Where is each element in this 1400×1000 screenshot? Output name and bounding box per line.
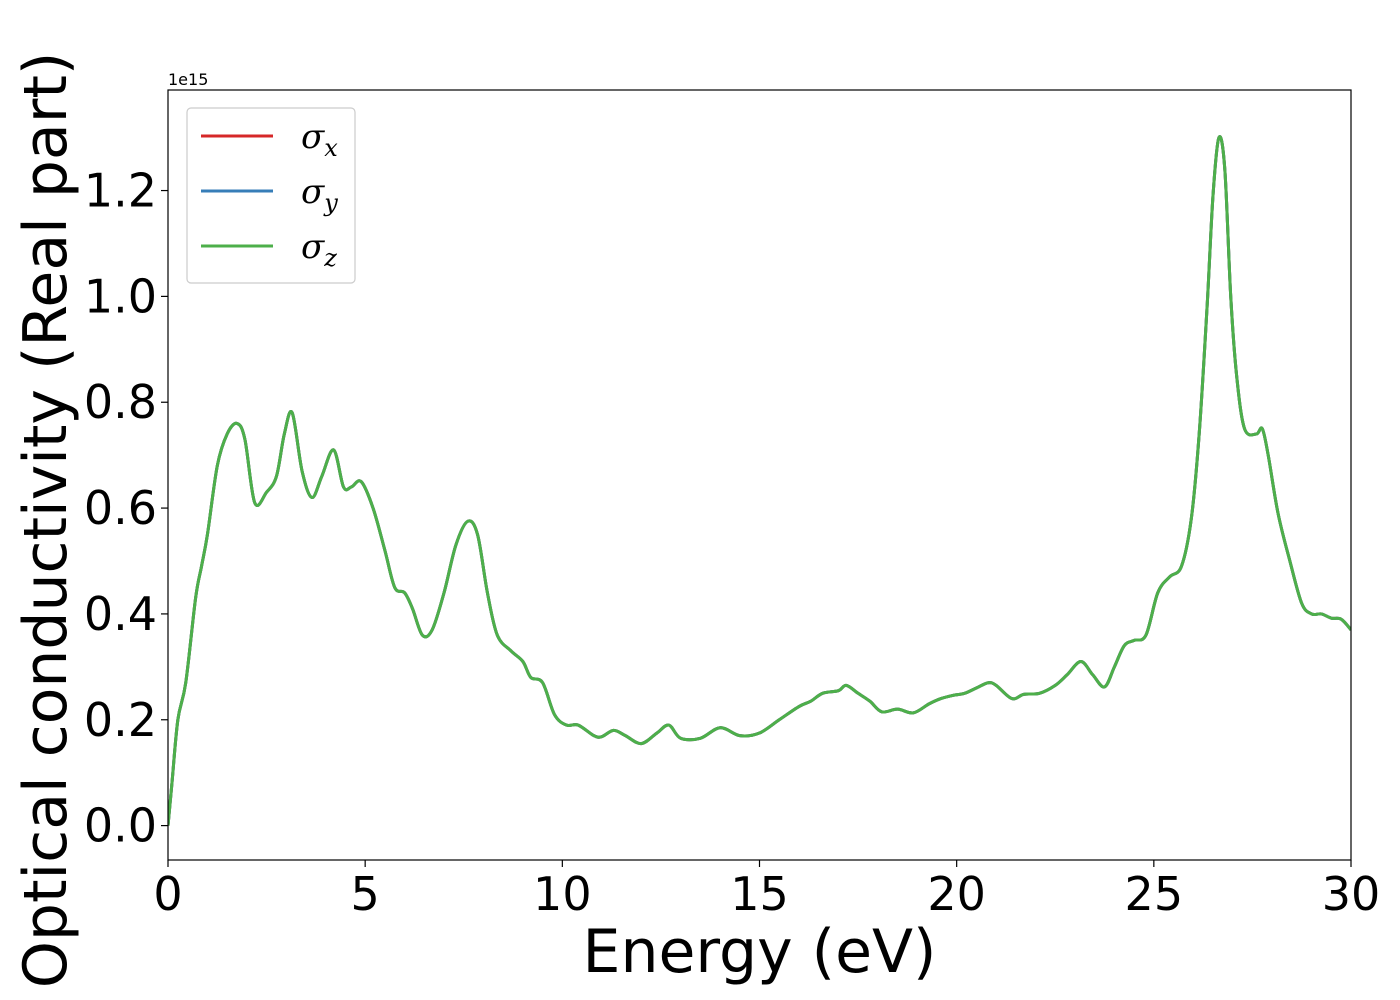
series-layer xyxy=(168,135,1351,826)
series-line-z xyxy=(168,135,1351,826)
legend-box xyxy=(186,107,356,284)
x-axis: 0 5 10 15 20 25 30 xyxy=(153,860,1380,921)
x-tick-label: 5 xyxy=(351,867,380,921)
y-tick-label: 0.2 xyxy=(84,693,157,747)
y-offset-label: 1e15 xyxy=(168,70,208,89)
y-axis: 0.0 0.2 0.4 0.6 0.8 1.0 1.2 xyxy=(84,164,168,853)
legend-label-z: σz xyxy=(301,227,337,272)
legend-label-y: σy xyxy=(301,172,338,217)
y-tick-label: 1.2 xyxy=(84,164,157,218)
x-tick-label: 20 xyxy=(927,867,986,921)
y-tick-label: 1.0 xyxy=(84,269,157,323)
legend: σx σy σz xyxy=(186,107,356,284)
x-tick-label: 30 xyxy=(1322,867,1381,921)
y-tick-label: 0.4 xyxy=(84,587,157,641)
legend-label-x: σx xyxy=(301,117,338,162)
y-tick-label: 0.0 xyxy=(84,799,157,853)
x-tick-label: 15 xyxy=(730,867,789,921)
y-axis-title: Optical conductivity (Real part) xyxy=(11,52,81,989)
y-tick-label: 0.8 xyxy=(84,375,157,429)
x-tick-label: 0 xyxy=(153,867,182,921)
y-tick-label: 0.6 xyxy=(84,481,157,535)
x-axis-title: Energy (eV) xyxy=(583,917,937,987)
x-tick-label: 25 xyxy=(1125,867,1184,921)
x-tick-label: 10 xyxy=(533,867,592,921)
